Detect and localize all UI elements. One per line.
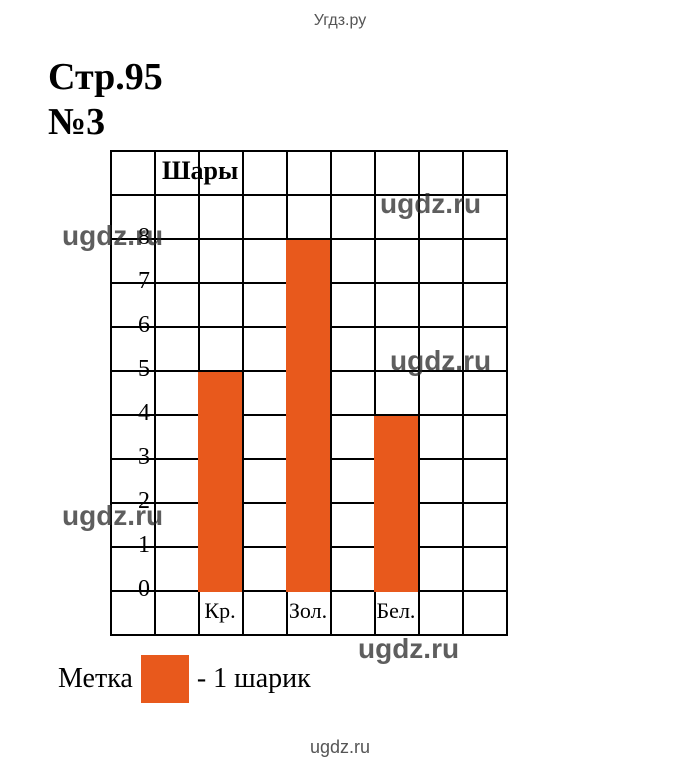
grid-cell (198, 282, 244, 328)
grid-cell (418, 194, 464, 240)
grid-cell (330, 414, 376, 460)
grid-cell (418, 150, 464, 196)
grid-cell (462, 194, 508, 240)
y-tick-label: 5 (120, 356, 150, 383)
category-label: Зол. (278, 598, 338, 624)
grid-cell (242, 370, 288, 416)
y-tick-label: 4 (120, 400, 150, 427)
chart-bar (286, 240, 330, 592)
grid-cell (462, 546, 508, 592)
grid-cell (330, 194, 376, 240)
y-tick-label: 0 (120, 576, 150, 603)
grid-cell (154, 326, 200, 372)
chart-container: Шары012345678Кр.Зол.Бел.ugdz.ruugdz.ruug… (110, 150, 550, 640)
grid-cell (462, 458, 508, 504)
grid-cell (154, 458, 200, 504)
grid-cell (330, 546, 376, 592)
grid-cell (242, 326, 288, 372)
grid-cell (154, 502, 200, 548)
grid-cell (242, 546, 288, 592)
legend-label: Метка (58, 663, 133, 695)
grid-cell (154, 282, 200, 328)
grid-cell (198, 194, 244, 240)
y-tick-label: 7 (120, 268, 150, 295)
grid-cell (418, 546, 464, 592)
legend-value: - 1 шарик (197, 663, 311, 695)
grid-cell (330, 458, 376, 504)
grid-cell (418, 282, 464, 328)
category-label: Кр. (190, 598, 250, 624)
grid-cell (242, 458, 288, 504)
grid-cell (242, 150, 288, 196)
grid-cell (242, 194, 288, 240)
grid-cell (462, 282, 508, 328)
grid-cell (374, 194, 420, 240)
grid-cell (374, 238, 420, 284)
grid-cell (154, 194, 200, 240)
grid-cell (462, 502, 508, 548)
watermark: ugdz.ru (358, 633, 459, 665)
grid-cell (418, 370, 464, 416)
grid-cell (462, 414, 508, 460)
grid-cell (374, 150, 420, 196)
grid-cell (418, 414, 464, 460)
grid-cell (286, 194, 332, 240)
grid-cell (154, 238, 200, 284)
footer-watermark: ugdz.ru (0, 737, 680, 758)
y-tick-label: 8 (120, 224, 150, 251)
grid-cell (418, 458, 464, 504)
legend: Метка - 1 шарик (58, 655, 311, 703)
grid-cell (330, 370, 376, 416)
grid-cell (374, 326, 420, 372)
y-tick-label: 1 (120, 532, 150, 559)
grid-cell (462, 238, 508, 284)
grid-cell (374, 282, 420, 328)
grid-cell (462, 590, 508, 636)
grid-cell (242, 238, 288, 284)
y-tick-label: 6 (120, 312, 150, 339)
exercise-label: №3 (48, 100, 105, 144)
grid-cell (154, 370, 200, 416)
grid-cell (242, 414, 288, 460)
grid-cell (242, 282, 288, 328)
page-label: Стр.95 (48, 55, 163, 99)
grid-cell (330, 502, 376, 548)
grid-cell (154, 414, 200, 460)
grid-cell (418, 326, 464, 372)
grid-cell (462, 150, 508, 196)
grid-cell (330, 326, 376, 372)
grid-cell (286, 150, 332, 196)
grid-cell (462, 326, 508, 372)
grid-cell (110, 150, 156, 196)
chart-bar (198, 372, 242, 592)
category-label: Бел. (366, 598, 426, 624)
grid-cell (330, 282, 376, 328)
header-watermark: Угдз.ру (0, 12, 680, 30)
grid-cell (462, 370, 508, 416)
grid-cell (374, 370, 420, 416)
grid-cell (242, 502, 288, 548)
grid-cell (154, 546, 200, 592)
grid-cell (418, 502, 464, 548)
grid-cell (330, 150, 376, 196)
chart-title: Шары (162, 156, 238, 186)
y-tick-label: 2 (120, 488, 150, 515)
legend-swatch (141, 655, 189, 703)
y-tick-label: 3 (120, 444, 150, 471)
grid-cell (330, 238, 376, 284)
chart-bar (374, 416, 418, 592)
grid-cell (198, 238, 244, 284)
grid-cell (198, 326, 244, 372)
grid-cell (418, 238, 464, 284)
